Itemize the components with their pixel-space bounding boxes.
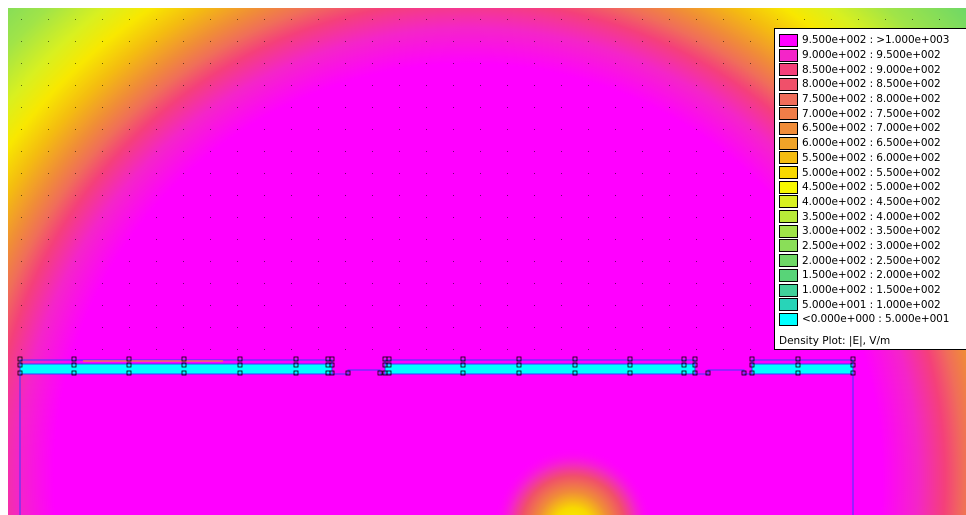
legend-swatch xyxy=(779,254,798,268)
legend-entry: 7.000e+002 : 7.500e+002 xyxy=(779,106,966,121)
legend-swatch xyxy=(779,136,798,150)
legend-swatch xyxy=(779,48,798,62)
legend-swatch xyxy=(779,63,798,77)
legend-swatch xyxy=(779,298,798,312)
legend-entry: 3.500e+002 : 4.000e+002 xyxy=(779,209,966,224)
legend-swatch xyxy=(779,151,798,165)
legend-entry: 8.000e+002 : 8.500e+002 xyxy=(779,77,966,92)
legend-entry: 6.000e+002 : 6.500e+002 xyxy=(779,136,966,151)
legend-label: 1.500e+002 : 2.000e+002 xyxy=(802,269,941,282)
legend-label: 9.000e+002 : 9.500e+002 xyxy=(802,49,941,62)
legend-swatch xyxy=(779,107,798,121)
legend-title: Density Plot: |E|, V/m xyxy=(779,334,891,347)
node-markers xyxy=(17,356,856,376)
legend-swatch xyxy=(779,312,798,326)
legend-entry: 2.000e+002 : 2.500e+002 xyxy=(779,253,966,268)
legend-swatch xyxy=(779,166,798,180)
legend-entry: 5.500e+002 : 6.000e+002 xyxy=(779,151,966,166)
legend-swatch xyxy=(779,195,798,209)
legend-entry: 6.500e+002 : 7.000e+002 xyxy=(779,121,966,136)
legend-swatch xyxy=(779,268,798,282)
legend-label: 1.000e+002 : 1.500e+002 xyxy=(802,284,941,297)
legend-label: 6.500e+002 : 7.000e+002 xyxy=(802,122,941,135)
legend-label: 7.000e+002 : 7.500e+002 xyxy=(802,107,941,120)
legend-entry: 1.500e+002 : 2.000e+002 xyxy=(779,268,966,283)
legend-swatch xyxy=(779,210,798,224)
legend-entry: 2.500e+002 : 3.000e+002 xyxy=(779,239,966,254)
legend-entry: 9.500e+002 : >1.000e+003 xyxy=(779,33,966,48)
density-plot-canvas[interactable]: 9.500e+002 : >1.000e+003 9.000e+002 : 9.5… xyxy=(8,8,966,515)
legend-entry: 9.000e+002 : 9.500e+002 xyxy=(779,48,966,63)
legend-label: 5.000e+001 : 1.000e+002 xyxy=(802,298,941,311)
legend-label: 3.000e+002 : 3.500e+002 xyxy=(802,225,941,238)
legend-entry: 5.000e+001 : 1.000e+002 xyxy=(779,297,966,312)
legend-label: 8.000e+002 : 8.500e+002 xyxy=(802,78,941,91)
legend-swatch xyxy=(779,224,798,238)
legend-label: 3.500e+002 : 4.000e+002 xyxy=(802,210,941,223)
legend-entry: 4.000e+002 : 4.500e+002 xyxy=(779,195,966,210)
legend-label: 4.000e+002 : 4.500e+002 xyxy=(802,195,941,208)
legend-swatch xyxy=(779,283,798,297)
legend-entry: 4.500e+002 : 5.000e+002 xyxy=(779,180,966,195)
legend-entry: <0.000e+000 : 5.000e+001 xyxy=(779,312,966,327)
legend-swatch xyxy=(779,180,798,194)
legend-label: 8.500e+002 : 9.000e+002 xyxy=(802,63,941,76)
legend-entry: 1.000e+002 : 1.500e+002 xyxy=(779,283,966,298)
legend-label: 5.500e+002 : 6.000e+002 xyxy=(802,151,941,164)
legend-swatch xyxy=(779,92,798,106)
legend-entry: 8.500e+002 : 9.000e+002 xyxy=(779,62,966,77)
legend-label: 5.000e+002 : 5.500e+002 xyxy=(802,166,941,179)
field-hotspot xyxy=(488,438,658,515)
conductor-strips xyxy=(19,359,854,375)
legend-entries: 9.500e+002 : >1.000e+003 9.000e+002 : 9.5… xyxy=(779,33,966,327)
legend: 9.500e+002 : >1.000e+003 9.000e+002 : 9.5… xyxy=(774,28,966,350)
legend-label: 6.000e+002 : 6.500e+002 xyxy=(802,137,941,150)
legend-swatch xyxy=(779,33,798,47)
legend-label: 7.500e+002 : 8.000e+002 xyxy=(802,93,941,106)
legend-entry: 5.000e+002 : 5.500e+002 xyxy=(779,165,966,180)
legend-label: 2.000e+002 : 2.500e+002 xyxy=(802,254,941,267)
legend-swatch xyxy=(779,239,798,253)
legend-swatch xyxy=(779,121,798,135)
legend-swatch xyxy=(779,77,798,91)
legend-label: <0.000e+000 : 5.000e+001 xyxy=(802,313,950,326)
legend-entry: 3.000e+002 : 3.500e+002 xyxy=(779,224,966,239)
legend-label: 4.500e+002 : 5.000e+002 xyxy=(802,181,941,194)
legend-entry: 7.500e+002 : 8.000e+002 xyxy=(779,92,966,107)
legend-label: 2.500e+002 : 3.000e+002 xyxy=(802,239,941,252)
legend-label: 9.500e+002 : >1.000e+003 xyxy=(802,34,950,47)
